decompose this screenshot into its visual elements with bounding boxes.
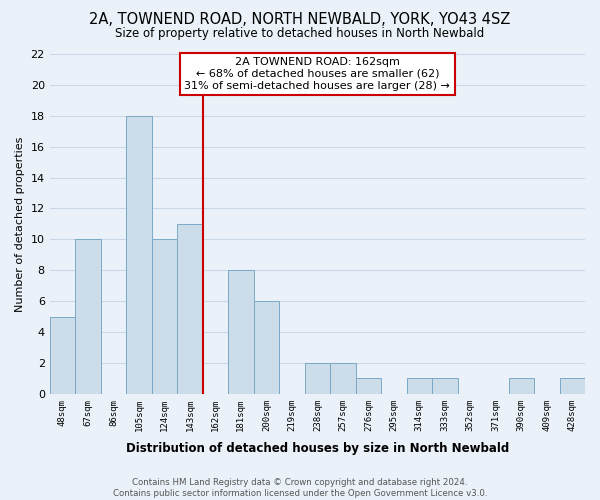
Bar — [254, 301, 279, 394]
X-axis label: Distribution of detached houses by size in North Newbald: Distribution of detached houses by size … — [126, 442, 509, 455]
Text: Contains HM Land Registry data © Crown copyright and database right 2024.
Contai: Contains HM Land Registry data © Crown c… — [113, 478, 487, 498]
Bar — [75, 240, 101, 394]
Text: 2A, TOWNEND ROAD, NORTH NEWBALD, YORK, YO43 4SZ: 2A, TOWNEND ROAD, NORTH NEWBALD, YORK, Y… — [89, 12, 511, 28]
Y-axis label: Number of detached properties: Number of detached properties — [15, 136, 25, 312]
Bar — [50, 316, 75, 394]
Bar — [432, 378, 458, 394]
Bar — [330, 363, 356, 394]
Bar — [126, 116, 152, 394]
Bar — [228, 270, 254, 394]
Bar — [177, 224, 203, 394]
Bar — [305, 363, 330, 394]
Text: 2A TOWNEND ROAD: 162sqm
← 68% of detached houses are smaller (62)
31% of semi-de: 2A TOWNEND ROAD: 162sqm ← 68% of detache… — [184, 58, 450, 90]
Bar — [152, 240, 177, 394]
Bar — [560, 378, 585, 394]
Text: Size of property relative to detached houses in North Newbald: Size of property relative to detached ho… — [115, 28, 485, 40]
Bar — [509, 378, 534, 394]
Bar — [356, 378, 381, 394]
Bar — [407, 378, 432, 394]
